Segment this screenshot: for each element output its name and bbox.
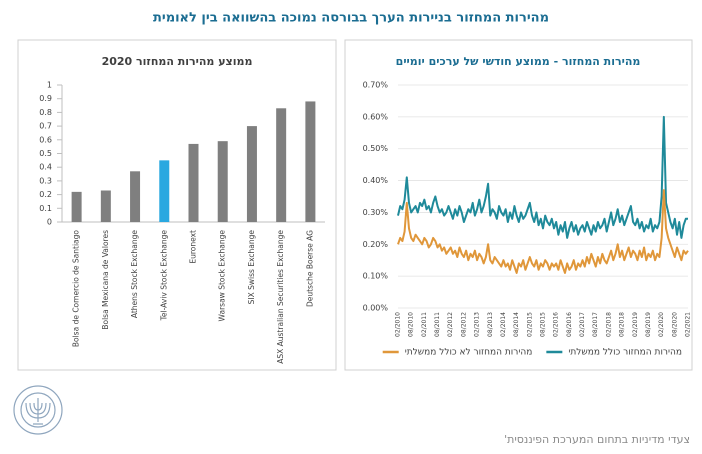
right-panel (344, 39, 693, 371)
line-series (397, 115, 688, 239)
bar (159, 160, 170, 222)
x-tick-label: Bolsa Mexicana de Valores (101, 230, 110, 330)
x-tick-label: Warsaw Stock Exchange (218, 230, 227, 322)
chart-title: מהירות המחזור - ממוצע חודשי של ערכים יומ… (396, 55, 641, 68)
x-tick-label: 02/2020 (658, 312, 665, 337)
y-tick-label: 0.8 (39, 108, 52, 117)
y-tick-label: 0 (47, 218, 52, 227)
y-tick-label: 0.60% (363, 112, 389, 121)
y-tick-label: 0.5 (39, 149, 52, 158)
logo (13, 385, 63, 435)
bar (217, 141, 228, 222)
left-panel (17, 39, 337, 371)
y-tick-label: 0.30% (363, 208, 389, 217)
bar (100, 190, 111, 222)
x-tick-label: 02/2011 (421, 312, 428, 337)
slide-title: מהירות המחזור בניירות הערך בבורסה נמוכה … (153, 11, 549, 26)
bar (71, 191, 82, 222)
x-tick-label: 02/2013 (474, 312, 481, 337)
y-tick-label: 0.70% (363, 81, 389, 90)
x-tick-label: 08/2011 (434, 312, 441, 337)
x-tick-label: Athens Stock Exchange (130, 230, 139, 319)
y-tick-label: 0.10% (363, 272, 389, 281)
x-tick-label: Tel-Aviv Stock Exchange (159, 230, 168, 322)
line-series (397, 189, 689, 274)
y-tick-label: 1 (47, 81, 52, 90)
bar (188, 143, 199, 222)
x-tick-label: 08/2013 (487, 312, 494, 337)
y-tick-label: 0.6 (39, 135, 52, 144)
x-tick-label: 08/2018 (619, 312, 626, 337)
x-tick-label: 08/2010 (408, 312, 415, 337)
x-tick-label: Euronext (189, 230, 198, 264)
x-tick-label: 08/2019 (645, 312, 652, 337)
x-tick-label: 08/2020 (671, 312, 678, 337)
y-tick-label: 0.9 (39, 94, 52, 103)
x-tick-label: 02/2010 (395, 312, 402, 337)
y-tick-label: 0.2 (39, 190, 52, 199)
bar (130, 171, 141, 222)
y-tick-label: 0.1 (39, 204, 52, 213)
bar (246, 126, 257, 222)
x-tick-label: 02/2016 (553, 312, 560, 337)
x-tick-label: 08/2012 (460, 312, 467, 337)
y-tick-label: 0.40% (363, 176, 389, 185)
x-tick-label: 02/2014 (500, 312, 507, 337)
x-tick-label: 02/2015 (526, 312, 533, 337)
x-tick-label: Bolsa de Comercio de Santiago (72, 230, 81, 348)
bar (276, 108, 287, 222)
chart-title: ממוצע מהירות המחזור 2020 (102, 55, 253, 68)
x-tick-label: 08/2015 (540, 312, 547, 337)
x-tick-label: 02/2019 (632, 312, 639, 337)
y-tick-label: 0.20% (363, 240, 389, 249)
x-tick-label: SIX Swiss Exchange (247, 230, 256, 305)
y-tick-label: 0.4 (39, 163, 52, 172)
bar (305, 101, 316, 222)
x-tick-label: ASX Australian Securities Exchange (276, 230, 285, 364)
y-tick-label: 0.7 (39, 122, 52, 131)
x-tick-label: 02/2017 (579, 312, 586, 337)
x-tick-label: 08/2017 (592, 312, 599, 337)
legend-label: מהירות המחזור לא כולל ממשלתי (405, 348, 533, 358)
y-tick-label: 0.3 (39, 176, 52, 185)
legend-label: מהירות המחזור כולל ממשלתי (568, 348, 682, 358)
x-tick-label: Deutsche Boerse AG (305, 230, 314, 307)
y-tick-label: 0.50% (363, 144, 389, 153)
x-tick-label: 08/2016 (566, 312, 573, 337)
x-tick-label: 02/2018 (605, 312, 612, 337)
x-tick-label: 02/2012 (447, 312, 454, 337)
footer: צעדי מדיניות בתחום המערכת הפיננסית' (504, 433, 690, 446)
y-tick-label: 0.00% (363, 304, 389, 313)
x-tick-label: 02/2021 (685, 312, 692, 337)
x-tick-label: 08/2014 (513, 312, 520, 337)
